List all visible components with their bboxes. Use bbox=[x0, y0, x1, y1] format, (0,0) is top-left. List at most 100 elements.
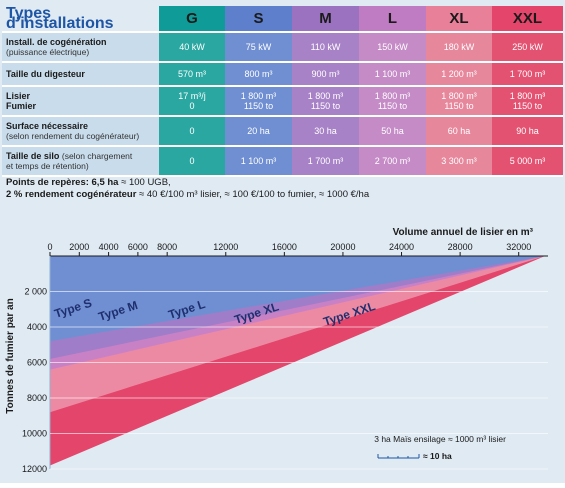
type-areas bbox=[50, 256, 545, 466]
row-label: Taille du digesteur bbox=[2, 63, 159, 87]
cell-line-2: 1150 to bbox=[243, 101, 274, 111]
cell-l: 1 800 m³ 1150 to bbox=[359, 87, 426, 117]
cell-m: 110 kW bbox=[292, 33, 359, 63]
note-line-2-rest: ≈ 40 €/100 m³ lisier, ≈ 100 €/100 to fum… bbox=[136, 189, 370, 200]
cell-g: 17 m³/j 0 bbox=[159, 87, 225, 117]
cell-g: 0 bbox=[159, 117, 225, 147]
cell-l: 50 ha bbox=[359, 117, 426, 147]
row-label-second: Fumier bbox=[6, 101, 37, 111]
cell-xxl: 250 kW bbox=[492, 33, 563, 63]
cell-s: 75 kW bbox=[225, 33, 292, 63]
cell-m: 1 700 m³ bbox=[292, 147, 359, 177]
y-axis-label: Tonnes de fumier par an bbox=[5, 298, 16, 413]
note-line-1: Points de repères: 6,5 ha ≈ 100 UGB, bbox=[6, 177, 369, 189]
cell-line-2: 1150 to bbox=[377, 101, 408, 111]
row-label-main: Lisier bbox=[6, 91, 31, 101]
table-row-digester: Taille du digesteur 570 m³ 800 m³ 900 m³… bbox=[2, 63, 563, 87]
cell-m: 1 800 m³ 1150 to bbox=[292, 87, 359, 117]
row-label-main: Install. de cogénération bbox=[6, 37, 107, 47]
y-tick-label: 2 000 bbox=[24, 287, 47, 297]
y-tick-label: 4000 bbox=[27, 322, 47, 332]
gridlines bbox=[49, 255, 548, 470]
cell-g: 0 bbox=[159, 147, 225, 177]
cell-line-2: 1150 to bbox=[310, 101, 341, 111]
table-title: Types d’installations bbox=[2, 5, 159, 33]
table-header-row: Types d’installations G S M L XL XXL bbox=[2, 5, 563, 33]
x-tick-label: 20000 bbox=[330, 242, 355, 252]
note-line-1-bold: Points de repères: 6,5 ha bbox=[6, 177, 119, 188]
cell-s: 1 800 m³ 1150 to bbox=[225, 87, 292, 117]
cell-m: 30 ha bbox=[292, 117, 359, 147]
x-tick-label: 12000 bbox=[213, 242, 238, 252]
cell-s: 20 ha bbox=[225, 117, 292, 147]
row-label: Taille de silo (selon chargement et temp… bbox=[2, 147, 159, 177]
x-tick-label: 28000 bbox=[448, 242, 473, 252]
y-tick-label: 6000 bbox=[27, 358, 47, 368]
row-label: Install. de cogénération (puissance élec… bbox=[2, 33, 159, 63]
row-label-sub-inline: (selon chargement bbox=[61, 151, 133, 161]
area-type-s bbox=[50, 256, 545, 342]
cell-s: 1 100 m³ bbox=[225, 147, 292, 177]
table-row-surface: Surface nécessaire (selon rendement du c… bbox=[2, 117, 563, 147]
chart-area: 0 2000 4000 6000 8000 12000 16000 20000 24000 280… bbox=[0, 226, 565, 483]
cell-line-1: 1 800 m³ bbox=[374, 91, 411, 101]
row-label-main: Taille de silo bbox=[6, 151, 60, 161]
row-label-sub: (puissance électrique) bbox=[6, 47, 90, 57]
column-header-xxl: XXL bbox=[492, 6, 563, 33]
cell-l: 150 kW bbox=[359, 33, 426, 63]
x-tick-label: 8000 bbox=[157, 242, 177, 252]
cell-xl: 3 300 m³ bbox=[426, 147, 492, 177]
cell-xxl: 1 700 m³ bbox=[492, 63, 563, 87]
row-label-main: Taille du digesteur bbox=[6, 69, 85, 79]
cell-xl: 1 800 m³ 1150 to bbox=[426, 87, 492, 117]
cell-xxl: 5 000 m³ bbox=[492, 147, 563, 177]
cell-l: 1 100 m³ bbox=[359, 63, 426, 87]
row-label: Lisier Fumier bbox=[2, 87, 159, 117]
cell-line-1: 1 800 m³ bbox=[240, 91, 277, 101]
column-header-m: M bbox=[292, 6, 359, 33]
slurry-manure-chart: 0 2000 4000 6000 8000 12000 16000 20000 24000 280… bbox=[0, 226, 565, 483]
row-label-sub: (selon rendement du cogénérateur) bbox=[6, 131, 140, 141]
scale-bar-ticks bbox=[377, 454, 420, 459]
cell-m: 900 m³ bbox=[292, 63, 359, 87]
row-label-sub: et temps de rétention) bbox=[6, 161, 89, 171]
cell-line-1: 17 m³/j bbox=[178, 91, 206, 101]
cell-xxl: 1 800 m³ 1150 to bbox=[492, 87, 563, 117]
x-tick-label: 2000 bbox=[69, 242, 89, 252]
cell-xl: 1 200 m³ bbox=[426, 63, 492, 87]
table-row-cogeneration: Install. de cogénération (puissance élec… bbox=[2, 33, 563, 63]
y-tick-label: 10000 bbox=[22, 429, 47, 439]
row-label-main: Surface nécessaire bbox=[6, 121, 89, 131]
row-label-main-line: Taille de silo (selon chargement bbox=[6, 151, 155, 161]
table-row-manure: Lisier Fumier 17 m³/j 0 1 800 m³ 1150 to 1… bbox=[2, 87, 563, 117]
installation-types-table: Types d’installations G S M L XL XXL Ins… bbox=[2, 5, 563, 177]
legend-note: 3 ha Maïs ensilage ≈ 1000 m³ lisier bbox=[374, 434, 506, 444]
cell-line-2: 1150 to bbox=[444, 101, 474, 111]
cell-xl: 180 kW bbox=[426, 33, 492, 63]
cell-line-1: 1 800 m³ bbox=[307, 91, 344, 101]
cell-xxl: 90 ha bbox=[492, 117, 563, 147]
note-line-1-rest: ≈ 100 UGB, bbox=[118, 177, 171, 188]
y-tick-label: 8000 bbox=[27, 393, 47, 403]
row-label: Surface nécessaire (selon rendement du c… bbox=[2, 117, 159, 147]
legend-scale-bar: ≈ 10 ha bbox=[377, 451, 452, 461]
x-tick-label: 24000 bbox=[389, 242, 414, 252]
x-axis-ticks: 0 2000 4000 6000 8000 12000 16000 20000 24000 280… bbox=[47, 242, 531, 256]
x-axis-label: Volume annuel de lisier en m³ bbox=[393, 227, 534, 238]
reference-notes: Points de repères: 6,5 ha ≈ 100 UGB, 2 %… bbox=[6, 177, 369, 201]
y-tick-label: 12000 bbox=[22, 464, 47, 474]
column-header-l: L bbox=[359, 6, 426, 33]
cell-s: 800 m³ bbox=[225, 63, 292, 87]
column-header-s: S bbox=[225, 6, 292, 33]
x-tick-label: 32000 bbox=[506, 242, 531, 252]
table-row-silo: Taille de silo (selon chargement et temp… bbox=[2, 147, 563, 177]
cell-line-2: 0 bbox=[189, 101, 195, 111]
cell-line-1: 1 800 m³ bbox=[509, 91, 546, 101]
x-tick-label: 0 bbox=[47, 242, 52, 252]
cell-xl: 60 ha bbox=[426, 117, 492, 147]
column-header-xl: XL bbox=[426, 6, 492, 33]
x-tick-label: 6000 bbox=[128, 242, 148, 252]
x-tick-label: 16000 bbox=[272, 242, 297, 252]
x-tick-label: 4000 bbox=[99, 242, 119, 252]
